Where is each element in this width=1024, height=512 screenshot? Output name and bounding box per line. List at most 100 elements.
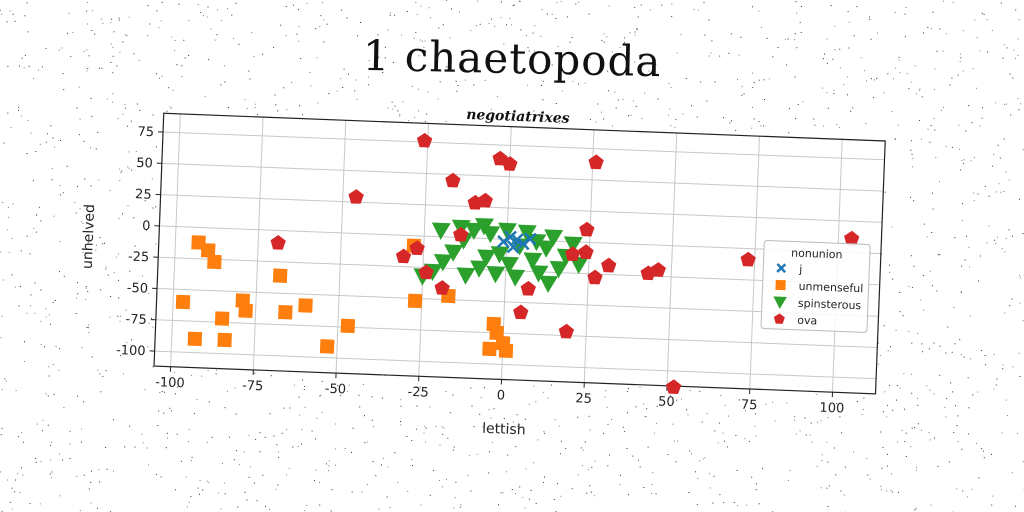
noise-dot: [824, 53, 825, 55]
noise-dot: [834, 49, 836, 51]
noise-dot: [12, 203, 14, 205]
noise-dot: [711, 40, 713, 42]
noise-dot: [991, 453, 992, 455]
x-gridline: [335, 120, 347, 374]
noise-dot: [44, 346, 45, 348]
noise-dot: [577, 416, 579, 418]
noise-dot: [422, 66, 424, 68]
x-tick-label: -100: [155, 375, 185, 391]
noise-dot: [880, 489, 882, 491]
point-unmenseful: [407, 293, 423, 309]
noise-dot: [899, 292, 901, 293]
noise-dot: [827, 417, 829, 419]
noise-dot: [908, 286, 910, 288]
noise-dot: [1022, 149, 1024, 151]
noise-dot: [1, 389, 3, 390]
noise-dot: [795, 118, 797, 120]
noise-dot: [921, 351, 923, 353]
noise-dot: [962, 162, 964, 164]
noise-dot: [136, 103, 138, 105]
noise-dot: [1022, 320, 1024, 322]
noise-dot: [865, 123, 867, 125]
noise-dot: [1, 427, 3, 429]
noise-dot: [143, 321, 145, 323]
noise-dot: [1012, 366, 1014, 368]
noise-dot: [699, 460, 701, 462]
noise-dot: [526, 34, 527, 36]
noise-dot: [416, 405, 418, 407]
noise-dot: [786, 64, 788, 66]
noise-dot: [555, 103, 557, 104]
noise-dot: [869, 18, 871, 20]
y-tick-label: -25: [128, 250, 150, 266]
noise-dot: [709, 487, 711, 489]
noise-dot: [118, 19, 120, 21]
noise-dot: [577, 474, 579, 476]
noise-dot: [144, 389, 146, 391]
noise-dot: [433, 470, 435, 471]
noise-dot: [893, 78, 894, 80]
noise-dot: [1006, 47, 1008, 49]
noise-dot: [826, 441, 828, 443]
noise-dot: [254, 372, 256, 374]
noise-dot: [439, 81, 441, 83]
noise-dot: [15, 390, 17, 392]
noise-dot: [839, 48, 841, 50]
x-gridline: [418, 123, 430, 377]
noise-dot: [555, 18, 557, 19]
noise-dot: [256, 500, 258, 502]
point-ova: [579, 221, 595, 237]
noise-dot: [772, 401, 774, 403]
noise-dot: [910, 196, 911, 198]
noise-dot: [766, 37, 768, 39]
noise-dot: [372, 461, 374, 462]
noise-dot: [238, 43, 240, 45]
noise-dot: [878, 363, 880, 365]
noise-dot: [813, 118, 815, 120]
noise-dot: [172, 89, 174, 91]
legend-label-unmenseful: unmenseful: [798, 280, 863, 295]
noise-dot: [746, 504, 748, 506]
noise-dot: [983, 14, 985, 15]
noise-dot: [248, 70, 250, 72]
noise-dot: [634, 7, 636, 9]
noise-dot: [42, 419, 44, 421]
noise-dot: [354, 90, 356, 92]
noise-dot: [118, 218, 120, 219]
noise-dot: [799, 22, 801, 24]
noise-dot: [1003, 191, 1005, 192]
noise-dot: [969, 266, 971, 268]
noise-dot: [311, 430, 313, 432]
noise-dot: [945, 33, 947, 35]
noise-dot: [105, 370, 107, 372]
noise-dot: [190, 460, 192, 461]
noise-dot: [76, 476, 78, 477]
noise-dot: [117, 118, 119, 120]
noise-dot: [917, 423, 919, 425]
noise-dot: [253, 56, 255, 58]
noise-dot: [19, 65, 20, 67]
noise-dot: [887, 350, 889, 352]
noise-dot: [1015, 9, 1017, 11]
noise-dot: [622, 426, 624, 428]
noise-dot: [323, 41, 325, 43]
noise-dot: [1005, 399, 1007, 401]
noise-dot: [954, 237, 956, 239]
noise-dot: [671, 3, 673, 5]
noise-dot: [856, 6, 858, 8]
noise-dot: [897, 124, 899, 126]
noise-dot: [452, 449, 454, 451]
noise-dot: [801, 6, 802, 7]
noise-dot: [48, 366, 50, 368]
noise-dot: [63, 275, 65, 277]
noise-dot: [689, 450, 691, 452]
noise-dot: [360, 22, 362, 23]
noise-dot: [554, 419, 556, 421]
noise-dot: [724, 404, 726, 406]
noise-dot: [723, 117, 724, 119]
noise-dot: [627, 388, 629, 389]
noise-dot: [459, 506, 461, 508]
noise-dot: [301, 443, 302, 445]
noise-dot: [820, 487, 822, 489]
noise-dot: [988, 195, 990, 197]
